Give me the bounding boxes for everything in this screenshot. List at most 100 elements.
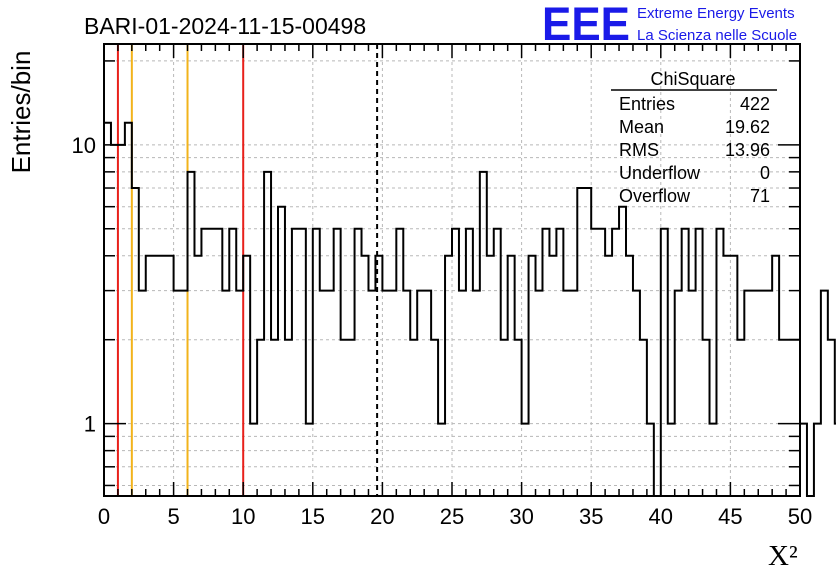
histogram-bin xyxy=(167,256,174,496)
histogram-bin xyxy=(751,291,758,496)
histogram-bin xyxy=(250,424,257,496)
histogram-bin xyxy=(772,256,779,496)
stats-value-mean: 19.62 xyxy=(725,117,770,137)
histogram-bin xyxy=(292,229,299,496)
axes: 0 5 10 15 20 25 30 35 40 45 50 1 10 xyxy=(72,43,812,529)
histogram-bin xyxy=(744,291,751,496)
histogram-bin xyxy=(577,188,584,496)
histogram-bin xyxy=(125,123,132,496)
histogram-bin xyxy=(487,256,494,496)
histogram-bin xyxy=(584,188,591,496)
stats-label-overflow: Overflow xyxy=(619,186,691,206)
histogram-bin xyxy=(139,291,146,496)
x-tick-label: 40 xyxy=(649,504,673,529)
histogram-bin xyxy=(410,340,417,496)
histogram-bin xyxy=(765,291,772,496)
histogram-bin xyxy=(118,145,125,496)
histogram-bin xyxy=(633,291,640,496)
x-tick-label: 20 xyxy=(370,504,394,529)
histogram-bin xyxy=(431,340,438,496)
x-tick-label: 50 xyxy=(788,504,812,529)
histogram-bin xyxy=(160,256,167,496)
histogram-bin xyxy=(723,256,730,496)
histogram-bin xyxy=(362,256,369,496)
histogram-bin xyxy=(368,291,375,496)
x-tick-label: 0 xyxy=(98,504,110,529)
logo-line-2: La Scienza nelle Scuole xyxy=(637,27,797,44)
histogram-bin xyxy=(814,424,821,496)
histogram-bin xyxy=(320,291,327,496)
stats-value-underflow: 0 xyxy=(760,163,770,183)
histogram-bin xyxy=(696,229,703,496)
histogram-bin xyxy=(570,291,577,496)
histogram-bin xyxy=(396,229,403,496)
y-tick-label: 1 xyxy=(84,412,96,437)
histogram-bin xyxy=(536,291,543,496)
histogram-bin xyxy=(208,229,215,496)
histogram-bin xyxy=(515,340,522,496)
histogram-bin xyxy=(452,229,459,496)
histogram-bin xyxy=(737,340,744,496)
histogram-bin xyxy=(682,229,689,496)
x-tick-label: 10 xyxy=(231,504,255,529)
histogram-bin xyxy=(473,291,480,496)
histogram-bin xyxy=(661,229,668,496)
stats-title: ChiSquare xyxy=(650,69,735,89)
histogram-bin xyxy=(522,424,529,496)
histogram-bin xyxy=(174,291,181,496)
histogram-bin xyxy=(271,340,278,496)
y-tick-label: 10 xyxy=(72,133,96,158)
histogram-bin xyxy=(647,424,654,496)
histogram-bin xyxy=(424,291,431,496)
histogram-bin xyxy=(375,256,382,496)
histogram-bin xyxy=(480,172,487,496)
y-axis-label: Entries/bin xyxy=(6,51,36,174)
histogram-bin xyxy=(313,229,320,496)
histogram-bin xyxy=(243,256,250,496)
x-tick-label: 45 xyxy=(718,504,742,529)
histogram-bin xyxy=(556,229,563,496)
histogram-bin xyxy=(549,256,556,496)
histogram-bin xyxy=(146,256,153,496)
histogram-bin xyxy=(529,256,536,496)
histogram-bin xyxy=(215,229,222,496)
histogram-bin xyxy=(710,424,717,496)
histogram-bin xyxy=(800,424,807,496)
histogram-bin xyxy=(306,424,313,496)
histogram-bin xyxy=(542,229,549,496)
stats-box: ChiSquare Entries 422 Mean 19.62 RMS 13.… xyxy=(611,69,777,206)
histogram-bars xyxy=(104,121,836,497)
histogram-bin xyxy=(605,256,612,496)
histogram-bin xyxy=(508,256,515,496)
histogram-bin xyxy=(222,291,229,496)
histogram-bin xyxy=(132,188,139,496)
histogram-bin xyxy=(417,291,424,496)
histogram-bin xyxy=(236,291,243,496)
histogram-bin xyxy=(382,291,389,496)
histogram-bin xyxy=(299,229,306,496)
histogram-bin xyxy=(716,229,723,496)
histogram-bin xyxy=(668,424,675,496)
histogram-bin xyxy=(612,229,619,496)
histogram-bin xyxy=(758,291,765,496)
histogram-bin xyxy=(730,256,737,496)
histogram-bin xyxy=(201,229,208,496)
x-tick-label: 30 xyxy=(509,504,533,529)
histogram-bin xyxy=(494,229,501,496)
histogram-bin xyxy=(689,291,696,496)
histogram-bin xyxy=(334,229,341,496)
x-tick-label: 15 xyxy=(301,504,325,529)
histogram-bin xyxy=(229,229,236,496)
histogram-bin xyxy=(640,340,647,496)
stats-value-overflow: 71 xyxy=(750,186,770,206)
histogram-bin xyxy=(438,424,445,496)
histogram-bin xyxy=(188,172,195,496)
histogram-bin xyxy=(181,291,188,496)
x-tick-label: 5 xyxy=(167,504,179,529)
histogram-bin xyxy=(501,340,508,496)
x-tick-label: 35 xyxy=(579,504,603,529)
histogram-bin xyxy=(598,229,605,496)
histogram-bin xyxy=(703,340,710,496)
histogram-bin xyxy=(821,291,828,496)
